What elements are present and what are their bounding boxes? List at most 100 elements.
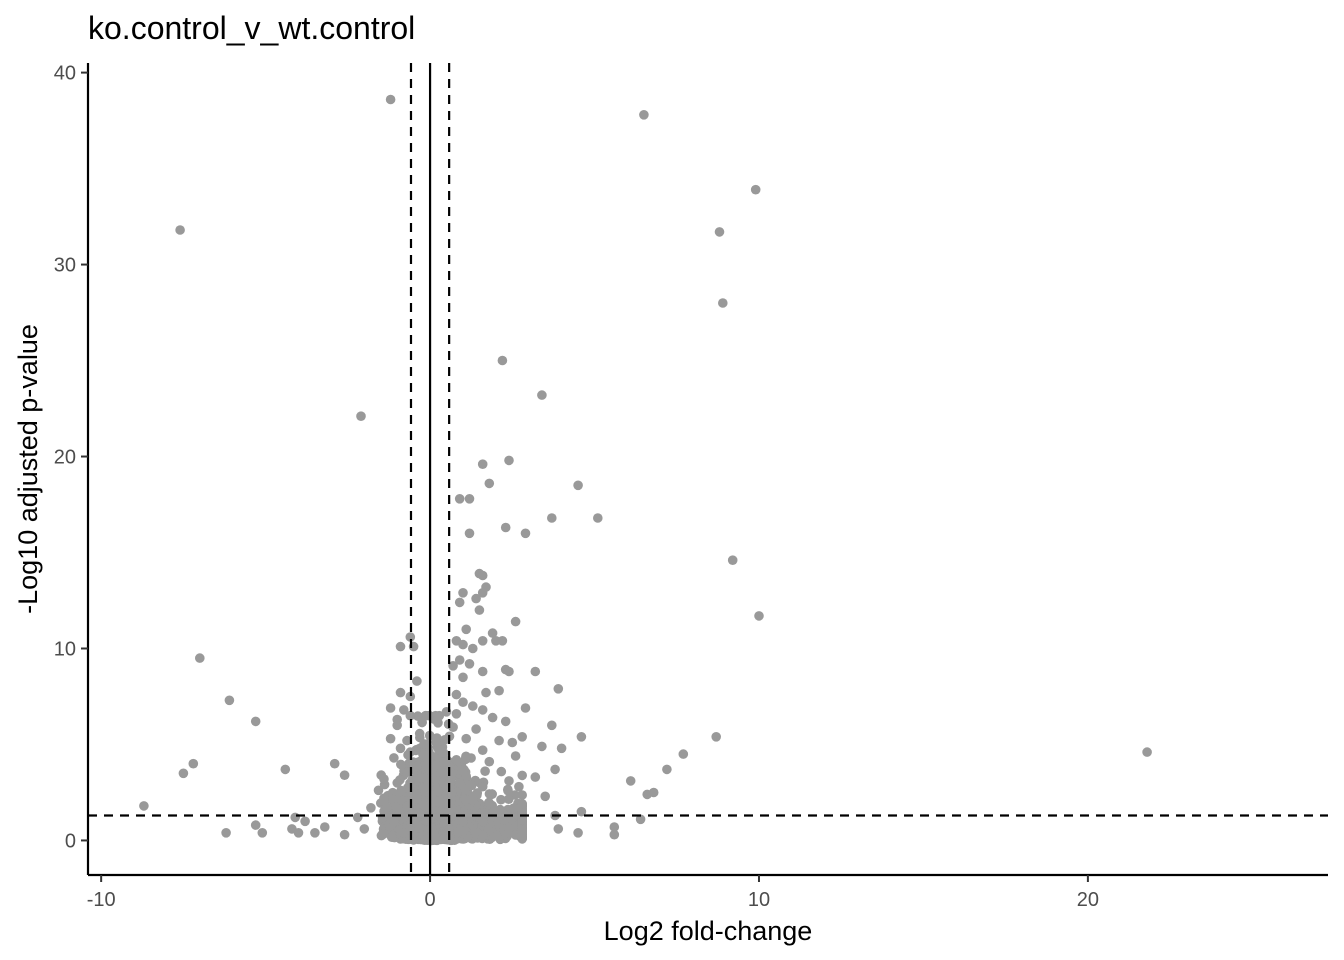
data-point xyxy=(540,791,550,802)
data-point xyxy=(500,716,511,727)
data-point xyxy=(504,455,514,466)
x-tick-label: 10 xyxy=(748,889,770,911)
data-point xyxy=(754,611,764,621)
data-point xyxy=(445,797,456,808)
data-point xyxy=(550,764,560,775)
data-point xyxy=(639,110,649,120)
data-point xyxy=(454,494,465,504)
data-point xyxy=(503,794,514,804)
data-point xyxy=(510,751,521,761)
data-point xyxy=(387,832,397,842)
data-point xyxy=(329,758,340,769)
data-point xyxy=(385,703,396,713)
data-point xyxy=(556,743,567,754)
data-point xyxy=(178,768,189,779)
data-point xyxy=(507,737,518,748)
data-point xyxy=(379,829,389,839)
data-point xyxy=(573,828,583,838)
data-point xyxy=(395,687,406,698)
data-point xyxy=(405,710,416,721)
data-point xyxy=(517,814,527,825)
data-point xyxy=(454,655,465,665)
data-point xyxy=(460,794,471,805)
data-point xyxy=(477,781,488,792)
data-point xyxy=(520,528,531,539)
data-points xyxy=(139,94,1152,846)
data-point xyxy=(300,816,310,827)
data-point xyxy=(625,776,636,786)
data-point xyxy=(412,793,422,804)
data-point xyxy=(250,820,261,830)
data-point xyxy=(530,666,541,677)
data-point xyxy=(492,831,502,841)
data-point xyxy=(250,716,261,727)
x-tick-label: 0 xyxy=(425,889,436,911)
data-point xyxy=(477,636,488,646)
data-point xyxy=(508,803,519,814)
data-point xyxy=(504,666,514,677)
data-point xyxy=(412,812,422,823)
data-point xyxy=(465,780,476,790)
data-point xyxy=(477,459,488,470)
data-point xyxy=(352,812,363,823)
data-point xyxy=(494,735,504,746)
data-point xyxy=(395,743,406,754)
data-point xyxy=(468,795,478,805)
chart-title: ko.control_v_wt.control xyxy=(88,10,415,46)
data-point xyxy=(468,701,478,711)
data-point xyxy=(188,758,199,769)
data-point xyxy=(293,828,304,838)
data-point xyxy=(662,764,672,775)
data-point xyxy=(402,801,413,812)
data-point xyxy=(547,513,557,523)
data-point xyxy=(451,755,462,765)
data-point xyxy=(642,789,652,800)
data-point xyxy=(434,710,445,721)
data-point xyxy=(497,355,508,366)
data-point xyxy=(477,588,488,598)
data-point xyxy=(480,766,490,776)
data-point xyxy=(448,722,458,732)
data-point xyxy=(458,588,468,598)
data-point xyxy=(339,829,350,840)
data-point xyxy=(221,828,231,838)
data-point xyxy=(389,816,399,827)
data-point xyxy=(471,593,481,604)
data-point xyxy=(412,761,423,772)
data-point xyxy=(576,732,587,742)
data-point xyxy=(414,823,425,833)
data-point xyxy=(402,735,412,746)
data-point xyxy=(432,796,443,806)
data-point xyxy=(257,828,268,838)
data-point xyxy=(517,790,527,800)
data-point xyxy=(431,737,441,747)
data-point xyxy=(430,833,441,843)
data-point xyxy=(290,812,301,823)
data-point xyxy=(419,800,430,811)
data-point xyxy=(494,685,504,696)
data-point xyxy=(412,676,422,686)
data-point xyxy=(414,728,425,739)
axes xyxy=(86,63,1328,877)
data-point xyxy=(477,745,488,755)
data-point xyxy=(553,824,564,834)
y-axis-label: -Log10 adjusted p-value xyxy=(13,324,43,614)
data-point xyxy=(389,753,399,763)
threshold-lines xyxy=(88,63,1328,875)
data-point xyxy=(609,822,620,832)
data-point xyxy=(449,806,460,817)
data-point xyxy=(310,828,320,838)
data-point xyxy=(487,628,498,638)
data-point xyxy=(520,703,531,713)
data-point xyxy=(537,390,547,400)
data-point xyxy=(477,666,488,677)
data-point xyxy=(385,94,396,105)
y-tick-label: 20 xyxy=(54,447,76,469)
y-tick-label: 40 xyxy=(54,63,76,85)
data-point xyxy=(445,823,455,833)
data-point xyxy=(438,834,449,844)
data-point xyxy=(433,786,443,797)
data-point xyxy=(477,816,488,827)
data-point xyxy=(405,632,416,642)
